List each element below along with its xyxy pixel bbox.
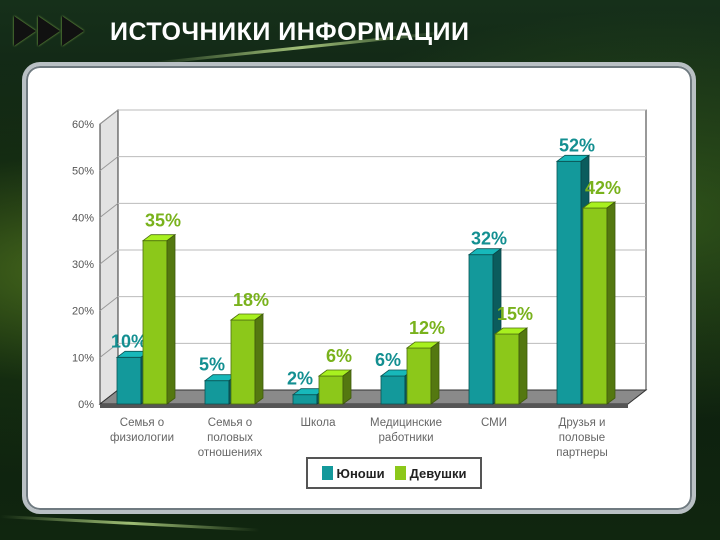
x-tick-label: Друзья и [559,417,606,429]
x-tick-label: работники [378,432,433,444]
y-tick-label: 20% [72,306,94,318]
data-label: 6% [326,346,352,366]
legend-item: Юноши [321,465,385,481]
legend-label: Девушки [409,465,467,481]
x-tick-label: Семья о [208,417,252,429]
y-tick-label: 10% [72,352,94,364]
arrow-icon [14,16,36,46]
y-tick-label: 30% [72,259,94,271]
x-tick-label: СМИ [481,417,507,429]
gridline [99,109,119,125]
x-tick-label: половые [559,432,605,444]
bar [142,240,168,405]
data-label: 6% [375,350,401,370]
bar-side [518,327,528,405]
y-tick-label: 0% [78,399,94,411]
data-label: 10% [111,331,147,351]
bar-side [342,369,352,405]
x-tick-label: Семья о [120,417,164,429]
bar [468,254,494,405]
x-tick-label: Школа [301,417,337,429]
arrow-icon [38,16,60,46]
data-label: 5% [199,355,225,375]
bar [494,333,520,405]
bar-side [254,313,264,405]
data-label: 12% [409,318,445,338]
data-label: 52% [559,135,595,155]
data-label: 2% [287,369,313,389]
page-title: ИСТОЧНИКИ ИНФОРМАЦИИ [110,18,470,46]
header-arrows [14,16,84,46]
data-label: 42% [585,178,621,198]
bar [556,160,582,405]
data-label: 15% [497,304,533,324]
plot-floor-edge [100,404,628,408]
y-tick-label: 50% [72,166,94,178]
x-tick-label: физиологии [110,432,174,444]
arrow-icon [62,16,84,46]
legend-swatch [321,466,333,480]
bar-side [606,201,616,405]
bar [116,356,142,405]
x-tick-label: половых [207,432,253,444]
y-tick-label: 40% [72,212,94,224]
gridline [99,296,119,312]
data-label: 18% [233,290,269,310]
x-tick-label: партнеры [556,447,607,459]
gridline [99,342,119,358]
data-label: 35% [145,211,181,231]
data-label: 32% [471,229,507,249]
gridline [99,249,119,265]
bar [318,375,344,405]
legend-label: Юноши [336,465,385,481]
legend-swatch [394,466,406,480]
bar-side [430,341,440,405]
bar [380,375,406,405]
gridline [99,156,119,172]
x-tick-label: Медицинские [370,417,442,429]
chart-legend: Юноши Девушки [306,457,482,489]
bar [582,207,608,405]
bar-side [166,233,176,405]
x-tick-label: отношениях [198,447,263,459]
gridline [99,202,119,218]
y-tick-label: 60% [72,119,94,131]
legend-item: Девушки [394,465,467,481]
bar [406,347,432,405]
bar [204,380,230,405]
bar [292,394,318,405]
bar [230,319,256,405]
